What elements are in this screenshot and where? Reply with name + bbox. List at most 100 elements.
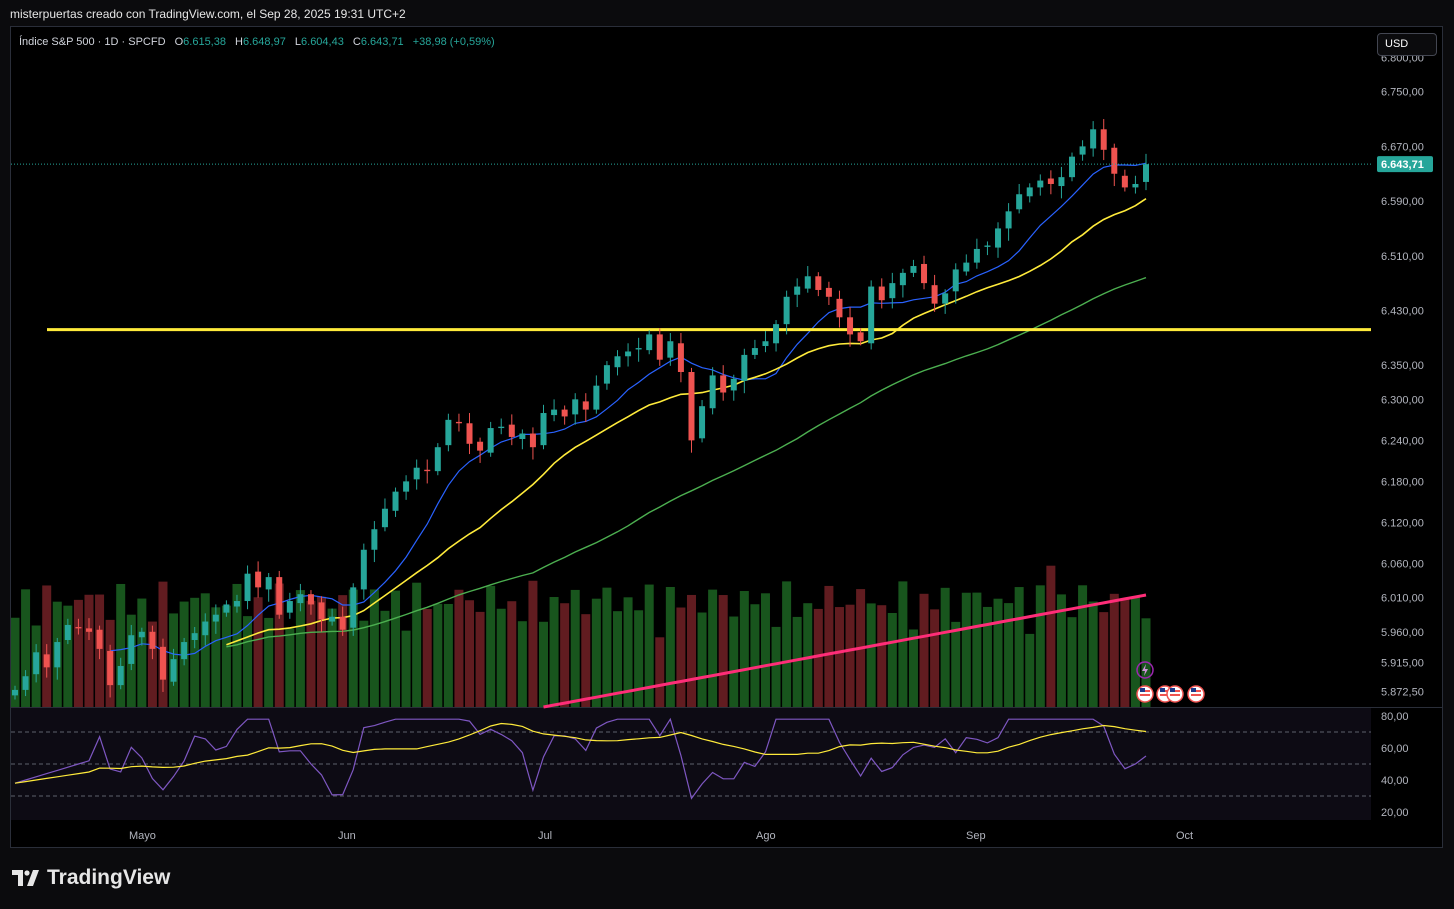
candle	[804, 266, 811, 293]
candle	[445, 413, 452, 452]
candle	[244, 565, 251, 610]
price-tick-label: 6.670,00	[1381, 141, 1424, 153]
candle	[138, 627, 145, 646]
candle	[1005, 203, 1012, 241]
candle	[984, 241, 991, 256]
volume-bar	[760, 593, 770, 707]
flag-canton	[1191, 688, 1196, 692]
candle	[1026, 183, 1033, 203]
volume-bar	[877, 605, 887, 707]
candle-body	[529, 433, 536, 448]
candle	[477, 437, 484, 463]
candle-body	[202, 621, 209, 636]
price-chart-canvas[interactable]: 6.800,006.750,006.670,006.590,006.510,00…	[11, 27, 1442, 847]
candle	[942, 289, 949, 314]
candle-body	[487, 428, 494, 453]
candle-body	[551, 409, 558, 416]
candle	[646, 330, 653, 355]
candle-body	[857, 332, 864, 342]
rsi-tick-label: 40,00	[1381, 775, 1409, 787]
candle-body	[593, 385, 600, 410]
candle-body	[445, 419, 452, 446]
candle	[75, 618, 82, 635]
candle-body	[498, 426, 505, 429]
price-tick-label: 5.960,00	[1381, 627, 1424, 639]
candle	[667, 333, 674, 366]
candle-body	[181, 642, 188, 660]
candle	[973, 238, 980, 269]
candle	[931, 274, 938, 312]
candle	[381, 498, 388, 532]
us-flag-event-icon	[1187, 685, 1205, 703]
candle	[43, 644, 50, 678]
volume-bar	[824, 585, 834, 707]
tradingview-logo[interactable]: TradingView	[12, 866, 170, 890]
candle	[424, 459, 431, 484]
volume-bar	[380, 610, 390, 707]
candle	[963, 254, 970, 276]
candle	[519, 429, 526, 450]
time-axis-label: Ago	[756, 830, 776, 842]
candle	[286, 592, 293, 619]
candle-body	[889, 283, 896, 299]
ma-mid-line	[226, 198, 1147, 646]
candle-body	[276, 577, 283, 615]
candle-body	[984, 245, 991, 247]
candle-body	[466, 423, 473, 444]
candle-body	[75, 627, 82, 629]
candle-body	[699, 406, 706, 439]
flag-stripe	[1170, 694, 1180, 696]
volume-bar	[369, 589, 379, 707]
candle	[149, 625, 156, 660]
candle	[773, 320, 780, 352]
time-axis-label: Jun	[338, 830, 356, 842]
candle	[995, 222, 1002, 258]
candle-body	[1079, 146, 1086, 155]
tradingview-logo-icon	[12, 870, 39, 886]
candle-body	[1143, 164, 1149, 182]
volume-bar	[412, 582, 422, 707]
candle	[677, 333, 684, 383]
candle-body	[931, 285, 938, 304]
volume-bar	[422, 609, 432, 707]
volume-bar	[803, 603, 813, 707]
volume-bar	[993, 598, 1003, 707]
candle	[1037, 174, 1044, 196]
volume-bar	[454, 589, 464, 707]
currency-selector[interactable]: USD	[1377, 33, 1437, 56]
candle	[1069, 152, 1076, 182]
candle-body	[1026, 187, 1033, 197]
volume-bar	[982, 606, 992, 707]
candle-body	[159, 646, 166, 680]
volume-bar	[560, 603, 570, 707]
volume-bar	[443, 603, 453, 707]
volume-bar	[972, 592, 982, 707]
candle-body	[995, 228, 1002, 248]
last-price-badge	[1377, 156, 1433, 173]
volume-bar	[697, 612, 707, 707]
candle	[487, 421, 494, 457]
time-axis-label: Mayo	[129, 830, 156, 842]
symbol-label[interactable]: Índice S&P 500 · 1D · SPCFD	[19, 36, 166, 48]
volume-bar	[391, 590, 401, 707]
candle-body	[1016, 194, 1023, 210]
candle-body	[54, 642, 61, 668]
candle	[1111, 143, 1118, 187]
candle	[392, 487, 399, 517]
candle-body	[117, 665, 124, 686]
candle	[551, 399, 558, 422]
volume-bar	[253, 597, 263, 707]
rsi-tick-label: 60,00	[1381, 743, 1409, 755]
candle	[181, 637, 188, 666]
candle-body	[1058, 177, 1065, 187]
candle-body	[741, 354, 748, 381]
volume-bar	[792, 616, 802, 707]
candle	[572, 393, 579, 425]
candle	[307, 590, 314, 615]
volume-bar	[496, 608, 506, 707]
volume-bar	[84, 594, 94, 707]
candle	[128, 624, 135, 671]
chart-frame[interactable]: 6.800,00 6.750,00 6.670,00 6.590,00 6.510,00…	[10, 26, 1443, 848]
brand-name: TradingView	[47, 866, 171, 889]
candle	[751, 339, 758, 360]
